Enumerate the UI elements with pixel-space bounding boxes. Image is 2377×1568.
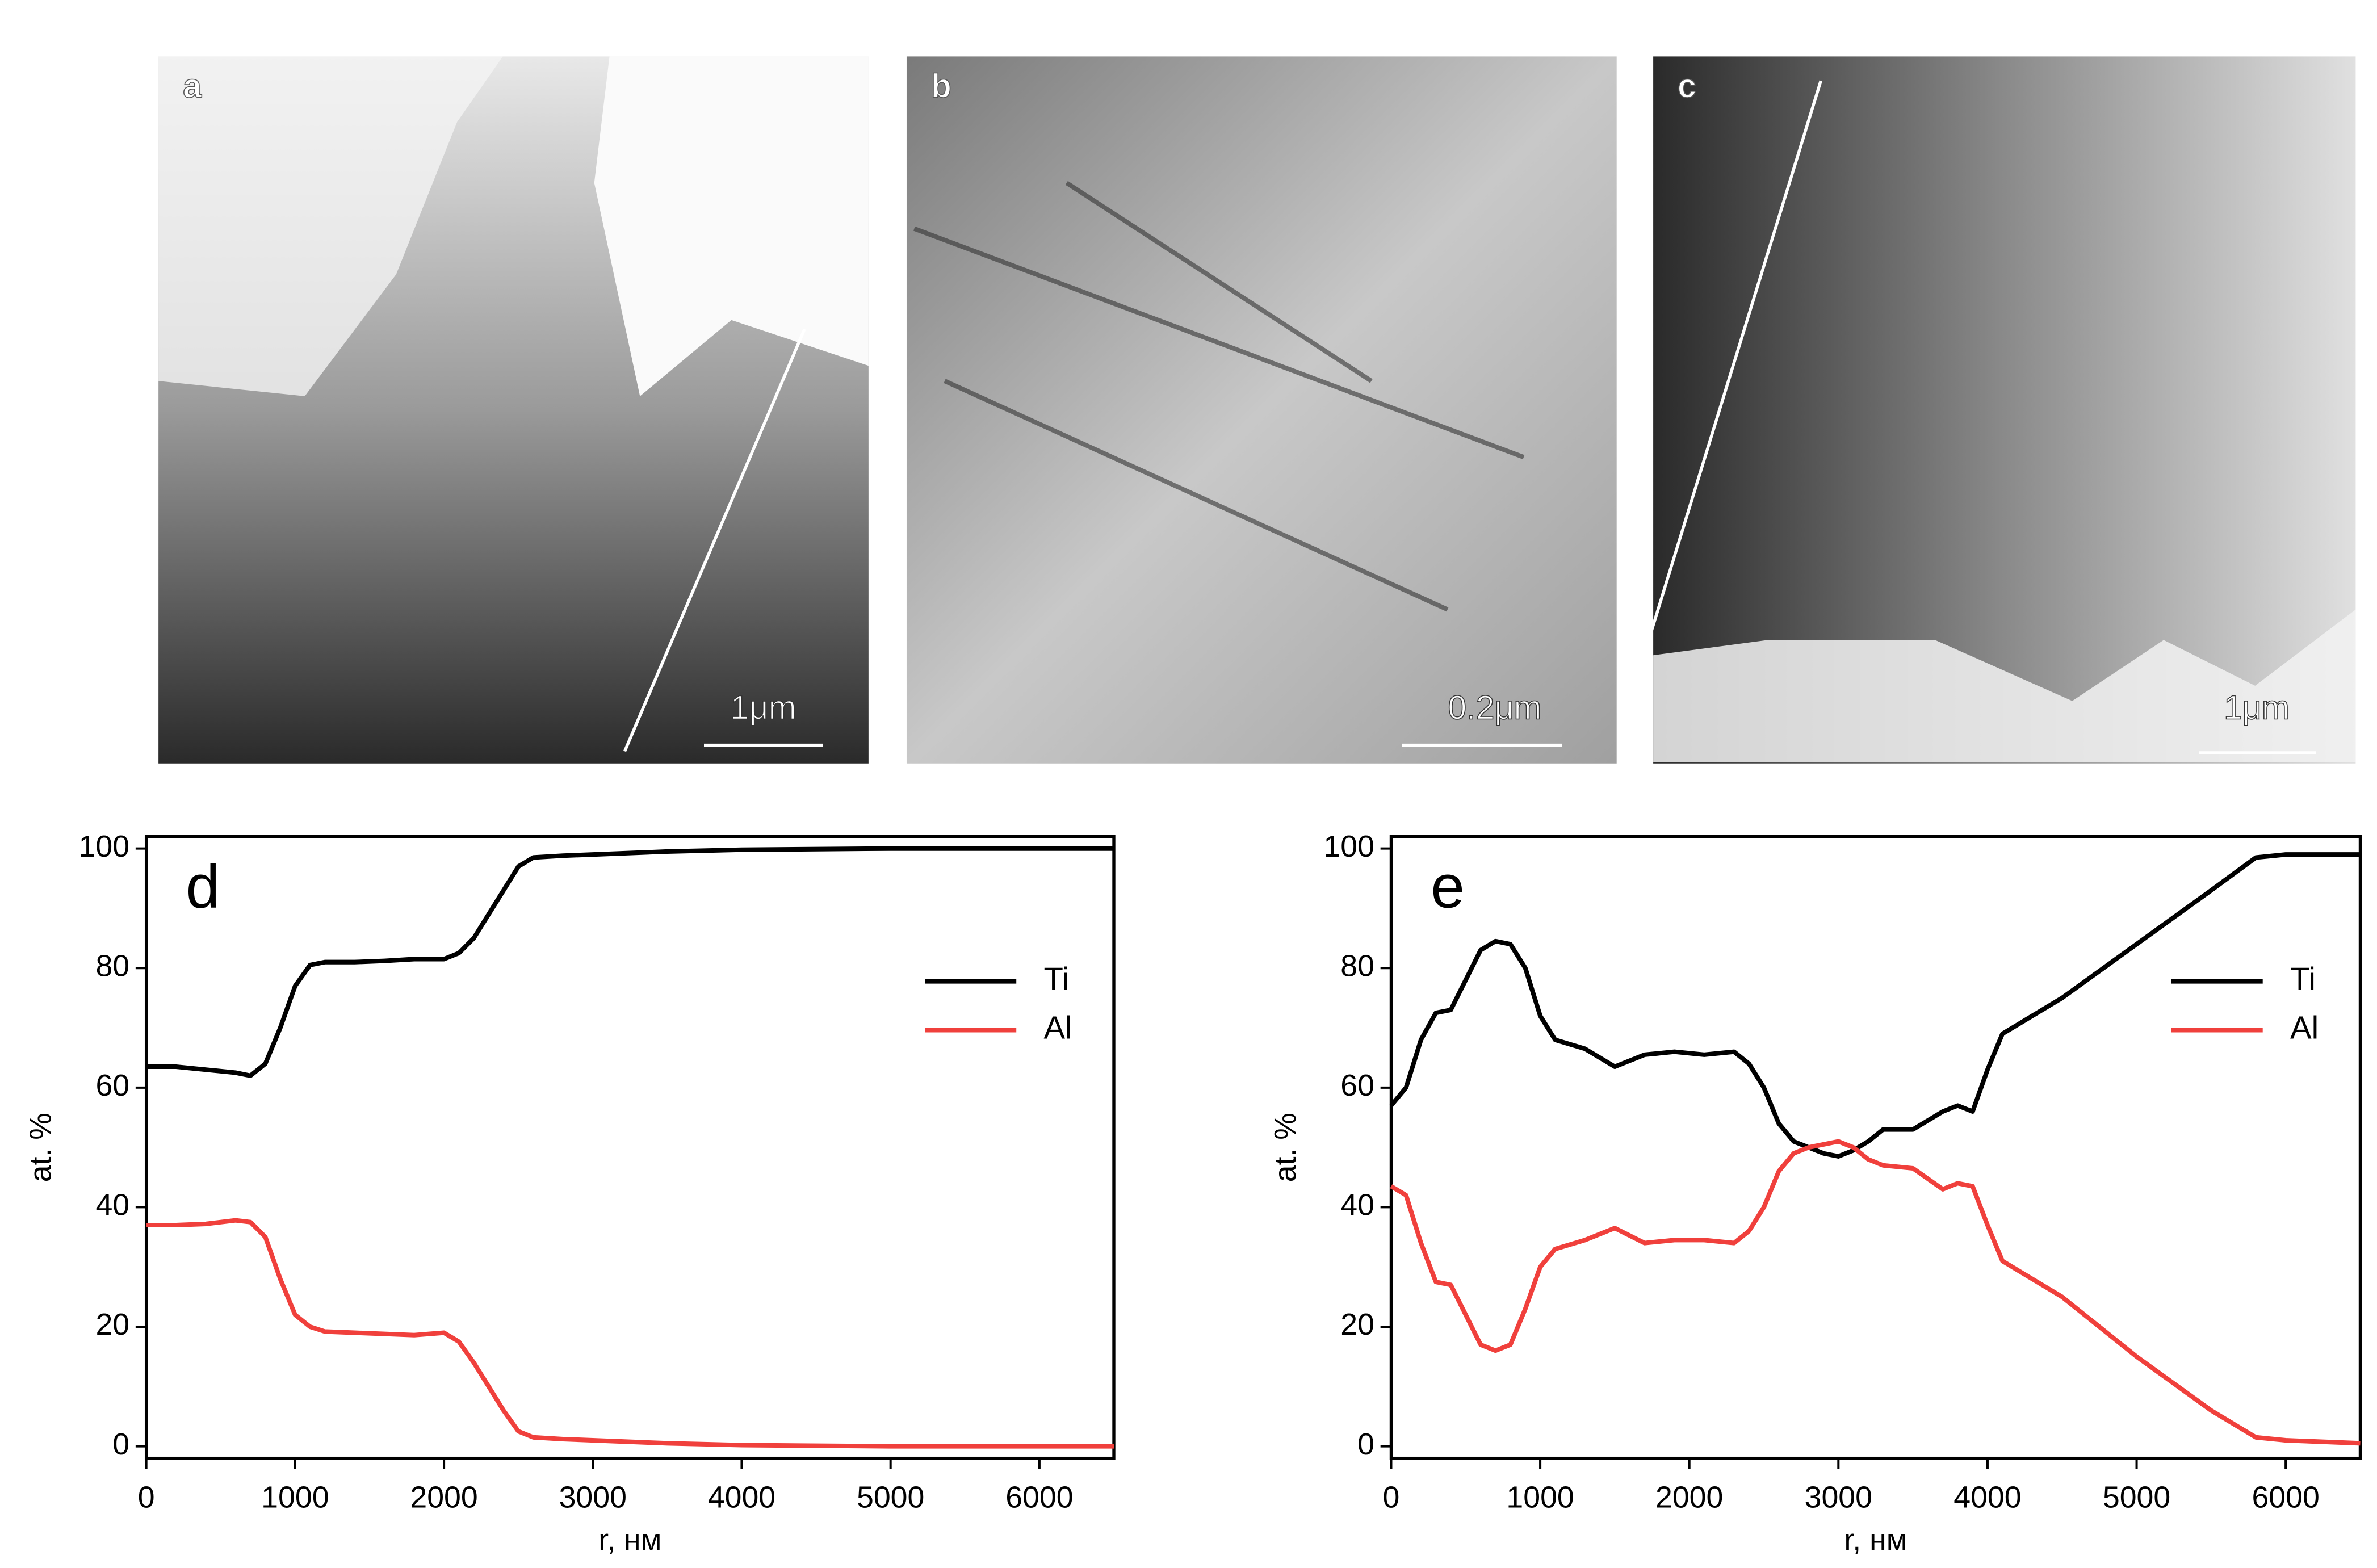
- micrograph-c: [1647, 56, 2356, 764]
- bright-region: [158, 56, 503, 396]
- scan-line: [623, 328, 806, 752]
- micrograph-b: [906, 56, 1617, 764]
- scale-bar-label: 0.2μm: [1448, 689, 1541, 726]
- y-tick-label: 100: [1323, 829, 1374, 863]
- image-area: [906, 56, 1617, 764]
- data-line: [1390, 1139, 2361, 1446]
- panel-label: e: [1431, 853, 1465, 921]
- x-tick-label: 3000: [1805, 1480, 1872, 1514]
- panel-label: d: [186, 853, 220, 921]
- plot-frame: [144, 835, 1116, 1460]
- plot-frame: [1389, 835, 2362, 1460]
- x-tick-label: 3000: [559, 1480, 627, 1514]
- bright-region: [594, 56, 869, 396]
- legend-label: Al: [1044, 1009, 1072, 1045]
- x-axis-label: r, нм: [598, 1523, 661, 1557]
- y-tick-label: 100: [79, 829, 130, 863]
- panel-label: a: [183, 67, 202, 104]
- micrograph-a: [158, 56, 869, 764]
- y-tick-label: 40: [95, 1188, 129, 1222]
- x-tick-label: 1000: [1506, 1480, 1574, 1514]
- x-tick-label: 6000: [2252, 1480, 2319, 1514]
- panel-label: c: [1678, 67, 1696, 104]
- x-tick-label: 4000: [708, 1480, 775, 1514]
- x-tick-label: 1000: [261, 1480, 329, 1514]
- scale-bar-label: 1μm: [731, 689, 796, 726]
- scale-bar-label: 1μm: [2224, 689, 2290, 726]
- y-tick-label: 60: [95, 1068, 129, 1102]
- x-tick-label: 5000: [857, 1480, 924, 1514]
- y-tick-label: 0: [1357, 1427, 1374, 1461]
- y-axis-label: at. %: [23, 1113, 57, 1182]
- dislocation: [913, 181, 1525, 612]
- x-tick-label: 5000: [2103, 1480, 2170, 1514]
- bright-region: [1653, 56, 2356, 762]
- data-line: [146, 846, 1114, 1078]
- x-tick-label: 2000: [1655, 1480, 1723, 1514]
- x-tick-label: 4000: [1953, 1480, 2021, 1514]
- panel-label: b: [931, 67, 951, 104]
- x-axis-label: r, нм: [1844, 1523, 1907, 1557]
- x-tick-label: 2000: [410, 1480, 477, 1514]
- x-tick-label: 6000: [1005, 1480, 1073, 1514]
- y-tick-label: 40: [1340, 1188, 1374, 1222]
- y-tick-label: 80: [95, 949, 129, 983]
- y-tick-label: 80: [1340, 949, 1374, 983]
- y-tick-label: 20: [1340, 1307, 1374, 1341]
- data-line: [146, 1218, 1114, 1449]
- x-tick-label: 0: [1383, 1480, 1400, 1514]
- data-line: [1389, 852, 2361, 1159]
- y-tick-label: 0: [112, 1427, 129, 1461]
- y-tick-label: 20: [95, 1307, 129, 1341]
- legend-label: Al: [2290, 1009, 2319, 1045]
- y-axis-label: at. %: [1268, 1113, 1302, 1182]
- legend-label: Ti: [1044, 961, 1070, 996]
- scan-line: [1647, 80, 1822, 641]
- y-tick-label: 60: [1340, 1068, 1374, 1102]
- x-tick-label: 0: [138, 1480, 155, 1514]
- legend-label: Ti: [2290, 961, 2316, 996]
